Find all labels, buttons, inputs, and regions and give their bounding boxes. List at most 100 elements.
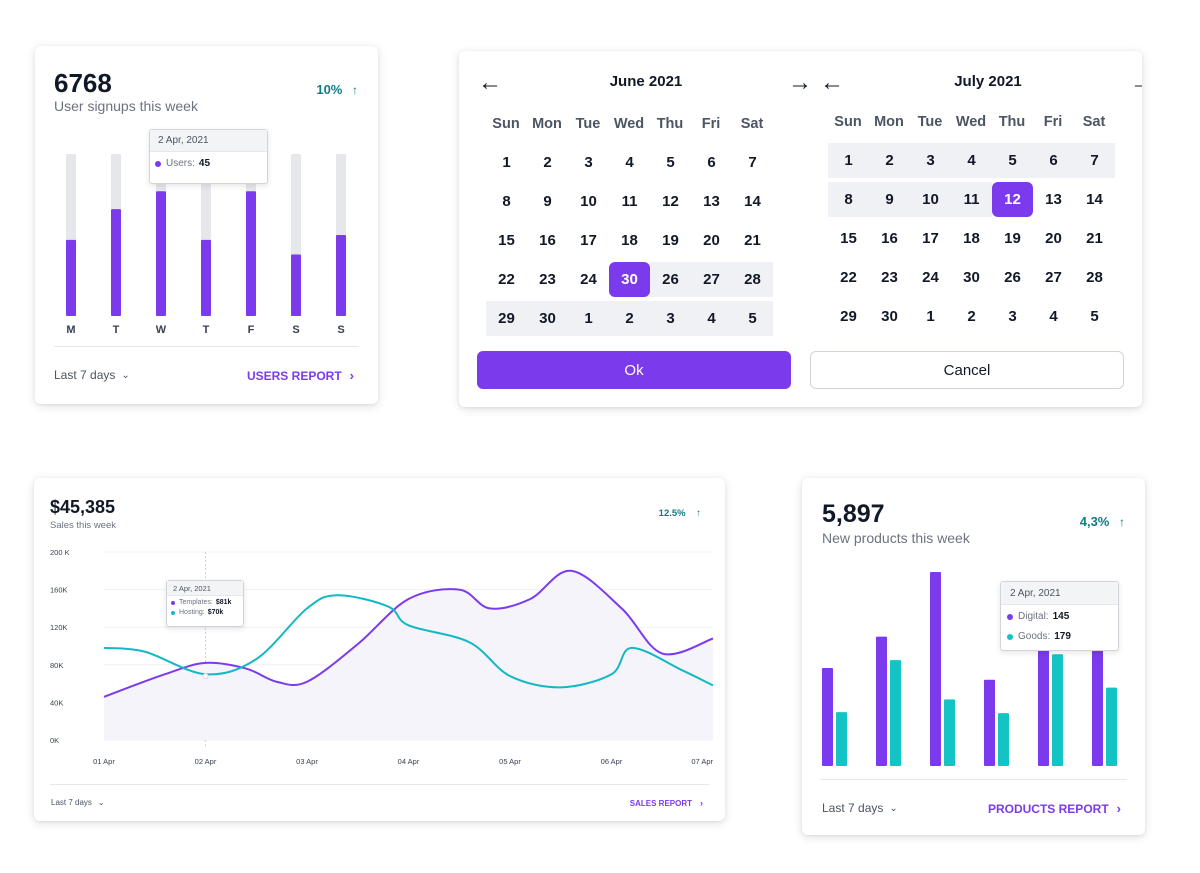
bar[interactable] bbox=[156, 191, 166, 316]
calendar-day[interactable]: 2 bbox=[543, 154, 552, 171]
calendar-day[interactable]: 17 bbox=[922, 230, 939, 247]
calendar-day[interactable]: 3 bbox=[650, 301, 691, 336]
calendar-day[interactable]: 3 bbox=[910, 143, 951, 178]
signups-range-select[interactable]: Last 7 days ⌄ bbox=[54, 368, 130, 382]
users-report-link[interactable]: USERS REPORT › bbox=[247, 368, 354, 383]
calendar-day[interactable]: 2 bbox=[967, 308, 976, 325]
calendar-day[interactable]: 28 bbox=[1086, 269, 1103, 286]
bar-goods[interactable] bbox=[998, 713, 1009, 766]
calendar-day[interactable]: 28 bbox=[732, 262, 773, 297]
calendar-day-selected[interactable]: 30 bbox=[609, 262, 650, 297]
calendar-day[interactable]: 5 bbox=[992, 143, 1033, 178]
bar-goods[interactable] bbox=[1052, 654, 1063, 766]
calendar-day[interactable]: 3 bbox=[1008, 308, 1017, 325]
calendar-day-selected[interactable]: 12 bbox=[992, 182, 1033, 217]
calendar-day[interactable]: 6 bbox=[707, 154, 716, 171]
calendar-day[interactable]: 14 bbox=[1086, 191, 1103, 208]
arrow-right-icon[interactable]: → bbox=[1130, 69, 1142, 96]
calendar-day[interactable]: 4 bbox=[1049, 308, 1058, 325]
calendar-day[interactable]: 10 bbox=[580, 193, 597, 210]
arrow-left-icon[interactable]: ← bbox=[820, 69, 844, 96]
calendar-day[interactable]: 17 bbox=[580, 232, 597, 249]
bar-goods[interactable] bbox=[944, 699, 955, 766]
calendar-day[interactable]: 18 bbox=[621, 232, 638, 249]
bar-digital[interactable] bbox=[984, 679, 995, 766]
calendar-day[interactable]: 18 bbox=[963, 230, 980, 247]
products-report-link[interactable]: PRODUCTS REPORT › bbox=[988, 801, 1121, 816]
calendar-day[interactable]: 9 bbox=[869, 182, 910, 217]
sales-range-select[interactable]: Last 7 days ⌄ bbox=[51, 798, 105, 807]
calendar-day[interactable]: 1 bbox=[926, 308, 935, 325]
calendar-day[interactable]: 8 bbox=[828, 182, 869, 217]
calendar-day[interactable]: 27 bbox=[691, 262, 732, 297]
calendar-day[interactable]: 30 bbox=[881, 308, 898, 325]
calendar-day[interactable]: 1 bbox=[568, 301, 609, 336]
calendar-day[interactable]: 16 bbox=[881, 230, 898, 247]
bar-goods[interactable] bbox=[836, 712, 847, 766]
calendar-day[interactable]: 29 bbox=[840, 308, 857, 325]
calendar-day[interactable]: 13 bbox=[703, 193, 720, 210]
bar-goods[interactable] bbox=[1106, 687, 1117, 766]
calendar-day[interactable]: 7 bbox=[1074, 143, 1115, 178]
calendar-day[interactable]: 20 bbox=[1045, 230, 1062, 247]
calendar-day[interactable]: 2 bbox=[869, 143, 910, 178]
calendar-day[interactable]: 12 bbox=[662, 193, 679, 210]
calendar-day[interactable]: 26 bbox=[650, 262, 691, 297]
bar[interactable] bbox=[291, 254, 301, 316]
calendar-day[interactable]: 22 bbox=[498, 271, 515, 288]
calendar-day[interactable]: 5 bbox=[732, 301, 773, 336]
calendar-day[interactable]: 3 bbox=[584, 154, 593, 171]
calendar-day[interactable]: 30 bbox=[963, 269, 980, 286]
bar-digital[interactable] bbox=[822, 668, 833, 766]
bar[interactable] bbox=[66, 239, 76, 316]
calendar-day[interactable]: 27 bbox=[1045, 269, 1062, 286]
arrow-right-icon[interactable]: → bbox=[788, 69, 812, 96]
calendar-day[interactable]: 22 bbox=[840, 269, 857, 286]
calendar-day[interactable]: 30 bbox=[527, 301, 568, 336]
calendar-day[interactable]: 24 bbox=[922, 269, 939, 286]
calendar-day[interactable]: 13 bbox=[1045, 191, 1062, 208]
calendar-day[interactable]: 11 bbox=[951, 182, 992, 217]
calendar-day[interactable]: 19 bbox=[1004, 230, 1021, 247]
bar[interactable] bbox=[201, 239, 211, 316]
calendar-day[interactable]: 21 bbox=[744, 232, 761, 249]
calendar-day[interactable]: 19 bbox=[662, 232, 679, 249]
calendar-day[interactable]: 4 bbox=[691, 301, 732, 336]
sales-report-link[interactable]: SALES REPORT › bbox=[630, 798, 703, 808]
calendar-day[interactable]: 10 bbox=[910, 182, 951, 217]
products-range-select[interactable]: Last 7 days ⌄ bbox=[822, 801, 898, 815]
calendar-day[interactable]: 20 bbox=[703, 232, 720, 249]
bar[interactable] bbox=[246, 191, 256, 316]
bar-digital[interactable] bbox=[876, 636, 887, 766]
calendar-day[interactable]: 11 bbox=[621, 193, 638, 210]
calendar-day[interactable]: 29 bbox=[486, 301, 527, 336]
ok-button[interactable]: Ok bbox=[477, 351, 791, 389]
calendar-day[interactable]: 6 bbox=[1033, 143, 1074, 178]
calendar-day[interactable]: 7 bbox=[748, 154, 757, 171]
cancel-button[interactable]: Cancel bbox=[810, 351, 1124, 389]
bar-digital[interactable] bbox=[930, 571, 941, 766]
calendar-day[interactable]: 5 bbox=[1090, 308, 1099, 325]
calendar-day[interactable]: 2 bbox=[609, 301, 650, 336]
bar-goods[interactable] bbox=[890, 660, 901, 766]
calendar-day[interactable]: 21 bbox=[1086, 230, 1103, 247]
calendar-day[interactable]: 4 bbox=[951, 143, 992, 178]
calendar-day[interactable]: 8 bbox=[502, 193, 511, 210]
calendar-day[interactable]: 9 bbox=[543, 193, 552, 210]
calendar-day[interactable]: 24 bbox=[580, 271, 597, 288]
calendar-day[interactable]: 23 bbox=[881, 269, 898, 286]
calendar-day[interactable]: 1 bbox=[828, 143, 869, 178]
calendar-day[interactable]: 5 bbox=[666, 154, 675, 171]
arrow-left-icon[interactable]: ← bbox=[478, 69, 502, 96]
calendar-day[interactable]: 15 bbox=[840, 230, 857, 247]
calendar-day[interactable]: 23 bbox=[539, 271, 556, 288]
x-tick-label: 06 Apr bbox=[601, 757, 623, 766]
calendar-day[interactable]: 16 bbox=[539, 232, 556, 249]
calendar-day[interactable]: 26 bbox=[1004, 269, 1021, 286]
calendar-day[interactable]: 1 bbox=[502, 154, 511, 171]
calendar-day[interactable]: 4 bbox=[625, 154, 634, 171]
calendar-day[interactable]: 15 bbox=[498, 232, 515, 249]
bar[interactable] bbox=[111, 209, 121, 316]
calendar-day[interactable]: 14 bbox=[744, 193, 761, 210]
bar[interactable] bbox=[336, 235, 346, 316]
